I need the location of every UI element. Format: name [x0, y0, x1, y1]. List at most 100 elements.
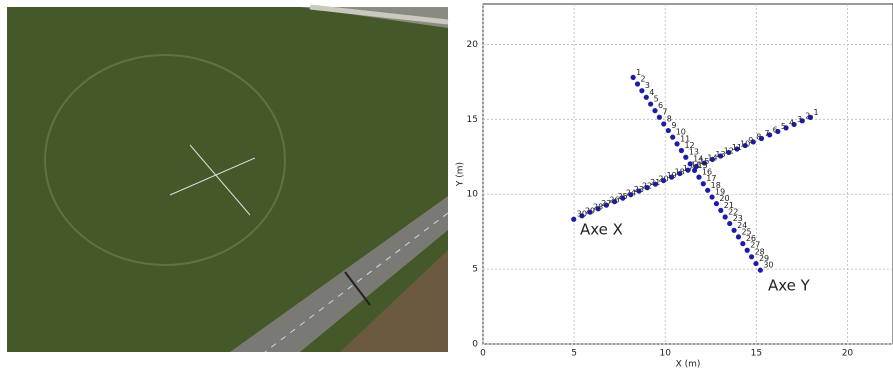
point-label: 15	[698, 161, 708, 170]
point-label: 14	[707, 154, 717, 163]
point-label: 28	[593, 203, 603, 212]
point	[628, 192, 634, 198]
point	[722, 214, 728, 220]
x-tick-label: 20	[842, 349, 854, 359]
point	[571, 216, 577, 222]
x-tick-label: 10	[659, 349, 671, 359]
post	[344, 271, 371, 306]
point	[687, 161, 693, 167]
point-label: 16	[702, 168, 712, 177]
point	[603, 202, 609, 208]
point-label: 11	[732, 143, 742, 152]
point	[648, 101, 654, 107]
point	[670, 134, 676, 140]
point-label: 10	[676, 128, 686, 137]
point	[696, 174, 702, 180]
point	[634, 81, 641, 87]
point	[665, 127, 671, 134]
point-label: 3	[797, 115, 802, 124]
point	[731, 227, 737, 233]
field-shade	[7, 7, 448, 352]
road	[230, 196, 448, 352]
point	[685, 167, 691, 173]
point-label: 8	[667, 114, 672, 123]
point	[701, 160, 708, 166]
point-label: 4	[789, 118, 794, 127]
point-label: 3	[645, 81, 650, 90]
point	[652, 181, 658, 187]
point	[579, 213, 585, 219]
x-tick-label: 5	[571, 349, 577, 359]
point	[740, 241, 746, 247]
y-tick-label: 0	[472, 340, 478, 350]
point-label: 24	[737, 221, 747, 230]
point-label: 24	[626, 189, 636, 198]
point	[639, 88, 645, 94]
y-tick-label: 10	[467, 190, 479, 200]
point-label: 14	[693, 154, 703, 163]
y-tick-label: 15	[467, 115, 478, 125]
point-label: 29	[585, 206, 595, 215]
point-label: 26	[746, 234, 756, 243]
point-label: 7	[764, 129, 769, 138]
point	[727, 220, 733, 227]
point-label: 5	[654, 95, 659, 104]
point	[742, 142, 748, 149]
point-label: 22	[728, 207, 738, 216]
point-label: 21	[650, 178, 660, 187]
point	[718, 153, 724, 159]
point-label: 7	[662, 108, 667, 117]
y-axis-label: Y (m)	[456, 162, 466, 187]
point	[656, 114, 662, 120]
point	[735, 234, 742, 240]
point	[674, 141, 680, 147]
point-label: 21	[724, 201, 734, 210]
point	[757, 267, 763, 273]
point-label: 9	[748, 136, 753, 145]
point	[713, 201, 720, 207]
point-label: 30	[763, 261, 773, 270]
bare-field	[340, 250, 448, 352]
point-label: 13	[715, 150, 725, 159]
point	[726, 149, 732, 156]
point	[791, 121, 797, 128]
point	[660, 177, 667, 184]
point	[630, 74, 636, 80]
series-name: Axe Y	[768, 277, 811, 295]
track	[44, 54, 286, 266]
point-label: 1	[813, 108, 818, 117]
point-label: 15	[699, 157, 709, 166]
point	[775, 128, 781, 135]
point-label: 25	[741, 227, 751, 236]
road-top-lane	[309, 4, 449, 25]
point-label: 18	[675, 168, 685, 177]
point-label: 29	[759, 254, 769, 263]
point-label: 17	[683, 164, 693, 173]
point	[636, 188, 642, 194]
x-tick-label: 15	[751, 349, 762, 359]
point	[744, 247, 750, 253]
point	[678, 147, 685, 154]
point	[750, 139, 756, 145]
point	[709, 194, 715, 200]
point	[783, 125, 789, 131]
point-label: 28	[755, 247, 765, 256]
point-label: 1	[636, 68, 641, 77]
point-label: 10	[740, 139, 750, 148]
point-label: 23	[634, 185, 644, 194]
point	[799, 118, 805, 124]
x-tick-label: 0	[480, 349, 486, 359]
point-label: 27	[750, 241, 760, 250]
point	[753, 260, 759, 267]
point	[700, 181, 706, 187]
point	[644, 185, 650, 191]
point-label: 12	[724, 147, 734, 156]
point	[595, 206, 601, 212]
road-line	[264, 212, 449, 353]
point	[683, 154, 689, 160]
point	[661, 121, 667, 127]
point-label: 19	[715, 188, 725, 197]
point-label: 27	[601, 199, 611, 208]
point	[669, 174, 675, 180]
